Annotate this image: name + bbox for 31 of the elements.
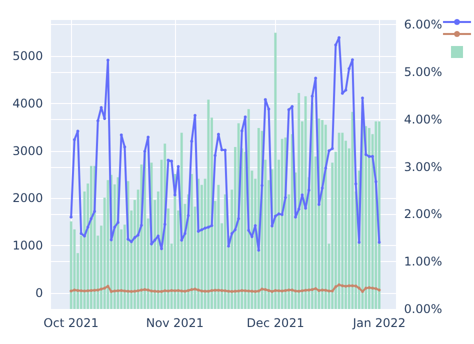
x-tick-label: Oct 2021 (44, 316, 99, 330)
y2-tick-label: 4.00% (404, 112, 442, 126)
y-tick-label: 2000 (12, 191, 43, 206)
y2-tick-label: 2.00% (404, 207, 442, 222)
y-tick-label: 4000 (12, 96, 43, 110)
bar (274, 32, 277, 309)
bar (368, 128, 370, 309)
y2-tick-label: 6.00% (404, 18, 442, 32)
bar (224, 194, 226, 309)
x-tick-label: Jan 2022 (352, 316, 406, 330)
y2-tick-label: 3.00% (404, 160, 442, 174)
bar (70, 221, 72, 309)
x-tick-label: Nov 2021 (146, 316, 204, 330)
y-tick-label: 5000 (12, 49, 43, 64)
bar (280, 138, 284, 309)
bar (341, 132, 344, 309)
bar (90, 166, 92, 309)
bar (304, 96, 307, 309)
bar (321, 120, 324, 309)
y-tick-label: 0 (35, 286, 43, 300)
y-tick-label: 3000 (12, 144, 43, 158)
y-tick-label: 1000 (12, 238, 43, 253)
bar (298, 92, 300, 309)
bar (338, 132, 340, 309)
bar (207, 100, 210, 309)
y2-tick-label: 0.00% (404, 302, 442, 316)
x-tick-label: Dec 2021 (246, 316, 304, 330)
y2-tick-label: 1.00% (404, 254, 442, 269)
y2-tick-label: 5.00% (404, 65, 442, 80)
bar (378, 121, 380, 309)
bar (190, 174, 193, 309)
